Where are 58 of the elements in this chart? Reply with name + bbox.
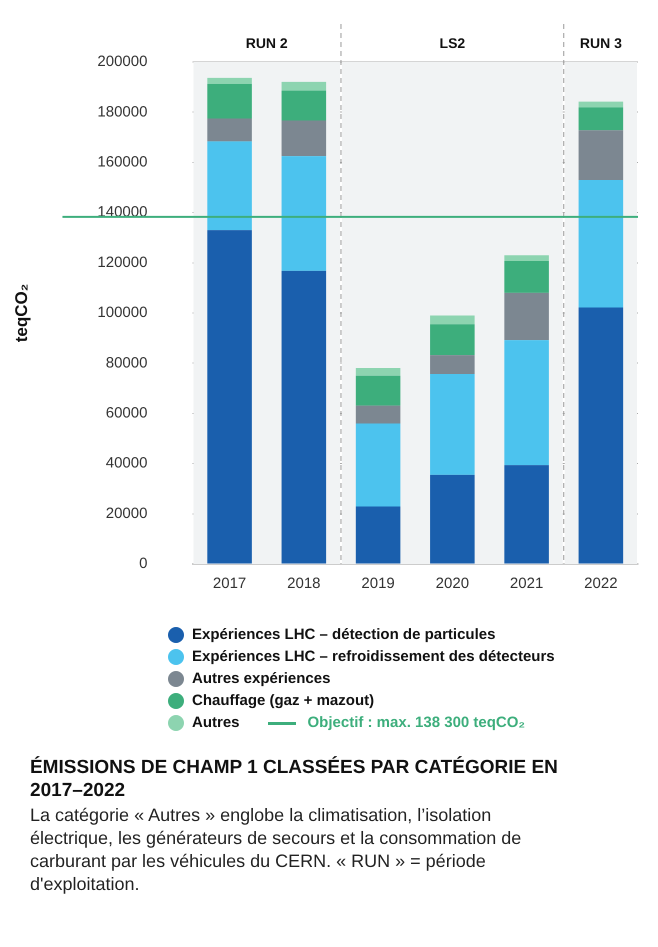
bar <box>504 255 549 262</box>
bar <box>504 292 549 340</box>
band-label: RUN 2 <box>246 34 288 51</box>
y-tick-label: 80000 <box>106 354 148 372</box>
bar <box>282 82 326 91</box>
bar <box>578 102 624 108</box>
bar <box>504 340 549 466</box>
bar <box>430 324 475 356</box>
bar <box>282 90 326 120</box>
y-tick-label: 160000 <box>97 154 148 171</box>
bar <box>207 78 252 84</box>
x-tick-label: 2021 <box>510 575 544 592</box>
y-tick-label: 20000 <box>106 504 148 522</box>
x-tick-label: 2017 <box>212 575 246 592</box>
bar <box>356 406 400 424</box>
y-tick-label: 200000 <box>97 53 148 70</box>
bar <box>282 156 326 271</box>
bar <box>578 307 624 564</box>
bar <box>504 261 549 293</box>
y-tick-label: 120000 <box>97 254 148 271</box>
bar <box>282 270 326 564</box>
bar <box>578 130 624 180</box>
bar <box>430 355 475 374</box>
y-axis-title: teqCO₂ <box>12 284 31 342</box>
band-label: LS2 <box>440 34 466 51</box>
y-tick-label: 40000 <box>106 454 148 472</box>
text: La catégorie « Autres » englobe la climatisation, l’isolation électrique, les générateurs de secours et la consommation de carburant par les véhicules du CERN. « RUN » = période d'exploitation. <box>30 804 522 896</box>
bar <box>207 84 252 118</box>
bar <box>207 230 252 564</box>
legend-label: Objectif : max. 138 300 teqCO₂ <box>308 713 526 733</box>
bar <box>356 423 400 507</box>
y-tick-label: 60000 <box>106 404 148 422</box>
bar <box>282 120 326 156</box>
bar <box>504 465 549 564</box>
legend-label: Expériences LHC – détection de particules <box>192 625 496 645</box>
y-tick-label: 100000 <box>97 304 148 322</box>
bar <box>430 316 475 324</box>
band-label: RUN 3 <box>580 34 622 51</box>
legend-label: Autres <box>192 713 240 733</box>
bar <box>207 141 252 230</box>
bar <box>430 474 475 564</box>
x-tick-label: 2019 <box>361 575 395 592</box>
bar <box>207 118 252 142</box>
y-tick-label: 0 <box>139 555 148 572</box>
legend-label: Autres expériences <box>192 669 330 689</box>
bar <box>430 374 475 475</box>
y-tick-label: 180000 <box>97 103 148 120</box>
bar <box>356 376 400 406</box>
legend-label: Chauffage (gaz + mazout) <box>192 691 374 711</box>
bar <box>578 180 624 308</box>
x-tick-label: 2018 <box>287 575 321 592</box>
x-tick-label: 2020 <box>436 575 470 592</box>
bar <box>356 506 400 564</box>
legend-label: Expériences LHC – refroidissement des détecteurs <box>192 647 555 667</box>
bar <box>356 368 400 376</box>
bar <box>578 107 624 130</box>
x-tick-label: 2022 <box>584 575 618 592</box>
text: ÉMISSIONS DE CHAMP 1 CLASSÉES PAR CATÉGORIE EN 2017–2022 <box>30 756 559 802</box>
